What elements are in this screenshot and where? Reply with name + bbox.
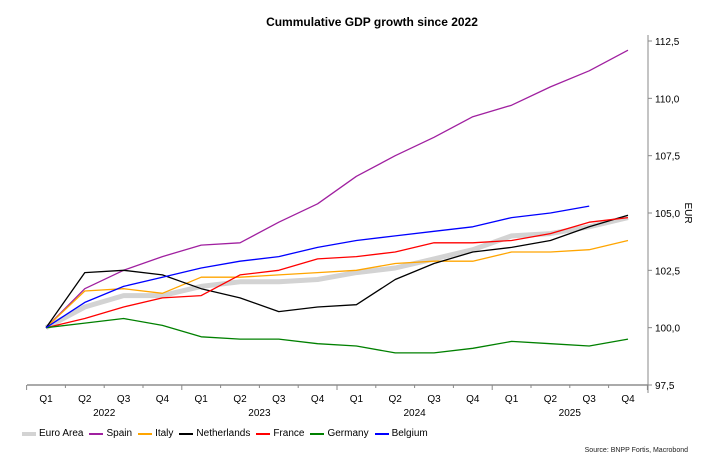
x-tick-label: Q2	[389, 394, 403, 405]
series-line-euro-area	[44, 215, 629, 330]
series-line-belgium	[45, 205, 590, 329]
x-tick-label: Q4	[621, 394, 635, 405]
legend-label: Spain	[106, 428, 133, 439]
series-line-france	[45, 216, 629, 329]
x-year-label: 2023	[248, 408, 271, 419]
y-tick-label: 112,5	[655, 37, 680, 48]
x-tick-label: Q1	[195, 394, 209, 405]
series-line-spain	[45, 49, 629, 329]
axes: 97,5 100,0 102,5 105,0 107,5 110,0 112,5 Q1 Q2 Q3…	[26, 35, 680, 419]
x-tick-label: Q1	[350, 394, 364, 405]
legend-swatch	[89, 432, 104, 435]
legend-swatch	[22, 431, 36, 436]
series-line-netherlands	[45, 214, 629, 329]
x-tick-label: Q3	[272, 394, 286, 405]
x-tick-label: Q1	[505, 394, 519, 405]
x-tick-label: Q3	[117, 394, 131, 405]
x-tick-label: Q2	[544, 394, 558, 405]
legend-item-belgium: Belgium	[374, 428, 428, 439]
legend-label: Germany	[327, 428, 369, 439]
chart-title: Cummulative GDP growth since 2022	[266, 15, 478, 29]
legend-label: Italy	[155, 428, 174, 439]
legend-swatch	[310, 432, 325, 435]
y-tick-label: 97,5	[655, 381, 675, 392]
legend-label: Belgium	[391, 428, 428, 439]
legend-item-germany: Germany	[310, 428, 369, 439]
y-tick-label: 105,0	[655, 209, 680, 220]
legend-item-france: France	[256, 428, 304, 439]
y-tick-label: 107,5	[655, 152, 680, 163]
x-tick-label: Q4	[466, 394, 480, 405]
legend-item-euro-area: Euro Area	[22, 428, 83, 439]
y-tick-label: 100,0	[655, 324, 680, 335]
x-tick-label: Q3	[427, 394, 441, 405]
legend-item-spain: Spain	[89, 428, 132, 439]
x-tick-label: Q2	[78, 394, 92, 405]
legend-label: Netherlands	[196, 428, 251, 439]
series-lines	[44, 49, 629, 354]
legend-item-italy: Italy	[138, 428, 173, 439]
legend-item-netherlands: Netherlands	[179, 428, 250, 439]
x-year-label: 2022	[93, 408, 116, 419]
series-line-germany	[45, 317, 629, 354]
legend-swatch	[179, 432, 194, 435]
x-tick-label: Q3	[583, 394, 597, 405]
series-line-italy	[45, 239, 629, 329]
x-year-label: 2024	[403, 408, 426, 419]
legend-label: Euro Area	[39, 428, 84, 439]
legend-swatch	[138, 432, 153, 435]
legend-swatch	[256, 432, 271, 435]
source-note: Source: BNPP Fortis, Macrobond	[584, 447, 688, 454]
y-tick-label: 110,0	[655, 94, 680, 105]
y-tick-label: 102,5	[655, 266, 680, 277]
x-tick-label: Q1	[39, 394, 53, 405]
legend-label: France	[273, 428, 305, 439]
legend-swatch	[374, 432, 389, 435]
x-tick-label: Q4	[311, 394, 325, 405]
legend: Euro Area Spain Italy Netherlands France Germ…	[22, 428, 434, 439]
y-axis-label: EUR	[682, 202, 693, 223]
x-year-label: 2025	[559, 408, 582, 419]
x-tick-label: Q2	[233, 394, 247, 405]
x-tick-label: Q4	[156, 394, 170, 405]
